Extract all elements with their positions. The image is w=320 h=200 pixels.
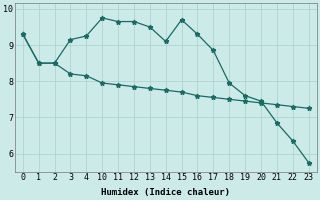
X-axis label: Humidex (Indice chaleur): Humidex (Indice chaleur): [101, 188, 230, 197]
